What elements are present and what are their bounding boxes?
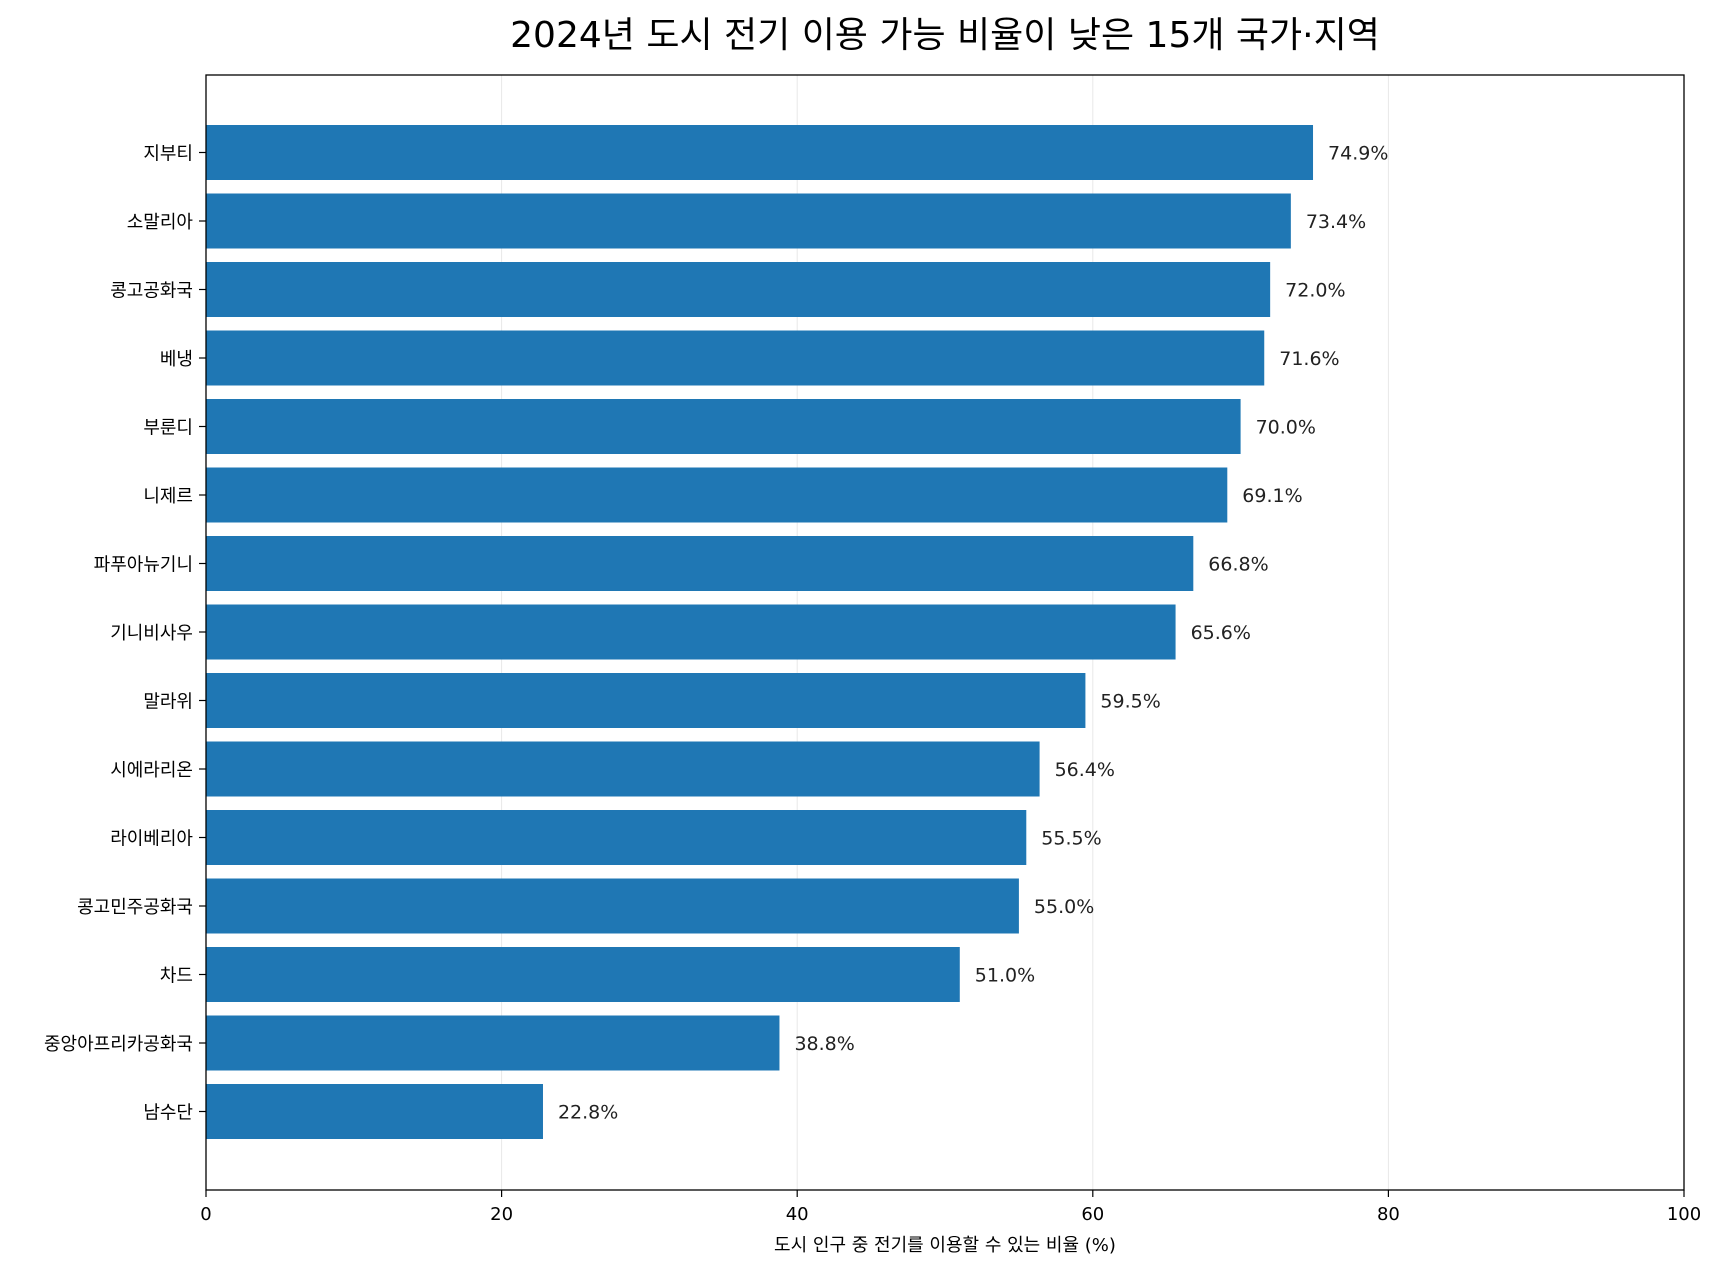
category-label: 중앙아프리카공화국	[44, 1034, 193, 1055]
category-label: 기니비사우	[110, 623, 193, 644]
bar	[206, 947, 960, 1002]
x-tick-label: 20	[490, 1204, 513, 1225]
bars	[206, 125, 1314, 1139]
bar-value-label: 70.0%	[1256, 417, 1316, 439]
bar-value-label: 55.5%	[1041, 828, 1101, 850]
bar	[206, 741, 1040, 797]
category-label: 파푸아뉴기니	[94, 555, 193, 576]
bar	[206, 399, 1241, 454]
category-label: 부룬디	[143, 418, 193, 439]
x-tick-label: 60	[1081, 1204, 1104, 1225]
bar	[206, 673, 1086, 728]
bar-value-label: 59.5%	[1100, 691, 1160, 713]
bar-value-label: 74.9%	[1328, 143, 1388, 165]
x-axis-ticks: 0 20 40 60 80 100	[200, 1190, 1701, 1225]
bar-value-label: 38.8%	[794, 1033, 854, 1055]
bar	[206, 1084, 543, 1139]
x-tick-label: 0	[200, 1204, 211, 1225]
bar-value-label: 66.8%	[1208, 554, 1268, 576]
category-label: 라이베리아	[110, 829, 193, 850]
bar-value-label: 56.4%	[1055, 759, 1115, 781]
bar	[206, 878, 1019, 934]
x-tick-label: 40	[786, 1204, 809, 1225]
bar-value-label: 69.1%	[1242, 485, 1302, 507]
category-label: 베냉	[160, 349, 193, 370]
category-label: 시에라리온	[110, 760, 193, 781]
bar	[206, 125, 1314, 180]
bar-value-label: 73.4%	[1306, 211, 1366, 233]
category-label: 소말리아	[127, 212, 194, 233]
x-tick-label: 100	[1667, 1204, 1701, 1225]
x-axis-label: 도시 인구 중 전기를 이용할 수 있는 비율 (%)	[774, 1235, 1116, 1256]
bar-value-label: 51.0%	[975, 965, 1035, 987]
bar	[206, 810, 1027, 865]
bar	[206, 467, 1228, 523]
category-label: 콩고공화국	[110, 281, 193, 302]
bar-value-label: 72.0%	[1285, 280, 1345, 302]
bar	[206, 1015, 780, 1071]
category-label: 콩고민주공화국	[77, 897, 193, 918]
bar	[206, 536, 1194, 591]
category-label: 말라위	[143, 692, 193, 713]
x-tick-label: 80	[1377, 1204, 1400, 1225]
chart-title: 2024년 도시 전기 이용 가능 비율이 낮은 15개 국가·지역	[510, 15, 1380, 56]
bar-value-label: 22.8%	[558, 1102, 618, 1124]
bar	[206, 330, 1265, 386]
bar	[206, 262, 1271, 317]
category-label: 차드	[160, 966, 193, 987]
bar-value-label: 65.6%	[1191, 622, 1251, 644]
category-label: 니제르	[143, 486, 193, 507]
category-labels: 지부티소말리아콩고공화국베냉부룬디니제르파푸아뉴기니기니비사우말라위시에라리온라…	[44, 144, 206, 1124]
data-labels: 74.9% 73.4% 72.0% 71.6% 70.0% 69.1% 66.8% 65.6%…	[558, 143, 1388, 1124]
bar	[206, 193, 1291, 249]
bar-value-label: 71.6%	[1279, 348, 1339, 370]
category-label: 지부티	[143, 144, 193, 165]
bar-value-label: 55.0%	[1034, 896, 1094, 918]
bar	[206, 604, 1176, 660]
plot-area-frame	[205, 74, 1685, 1191]
category-label: 남수단	[143, 1103, 193, 1124]
